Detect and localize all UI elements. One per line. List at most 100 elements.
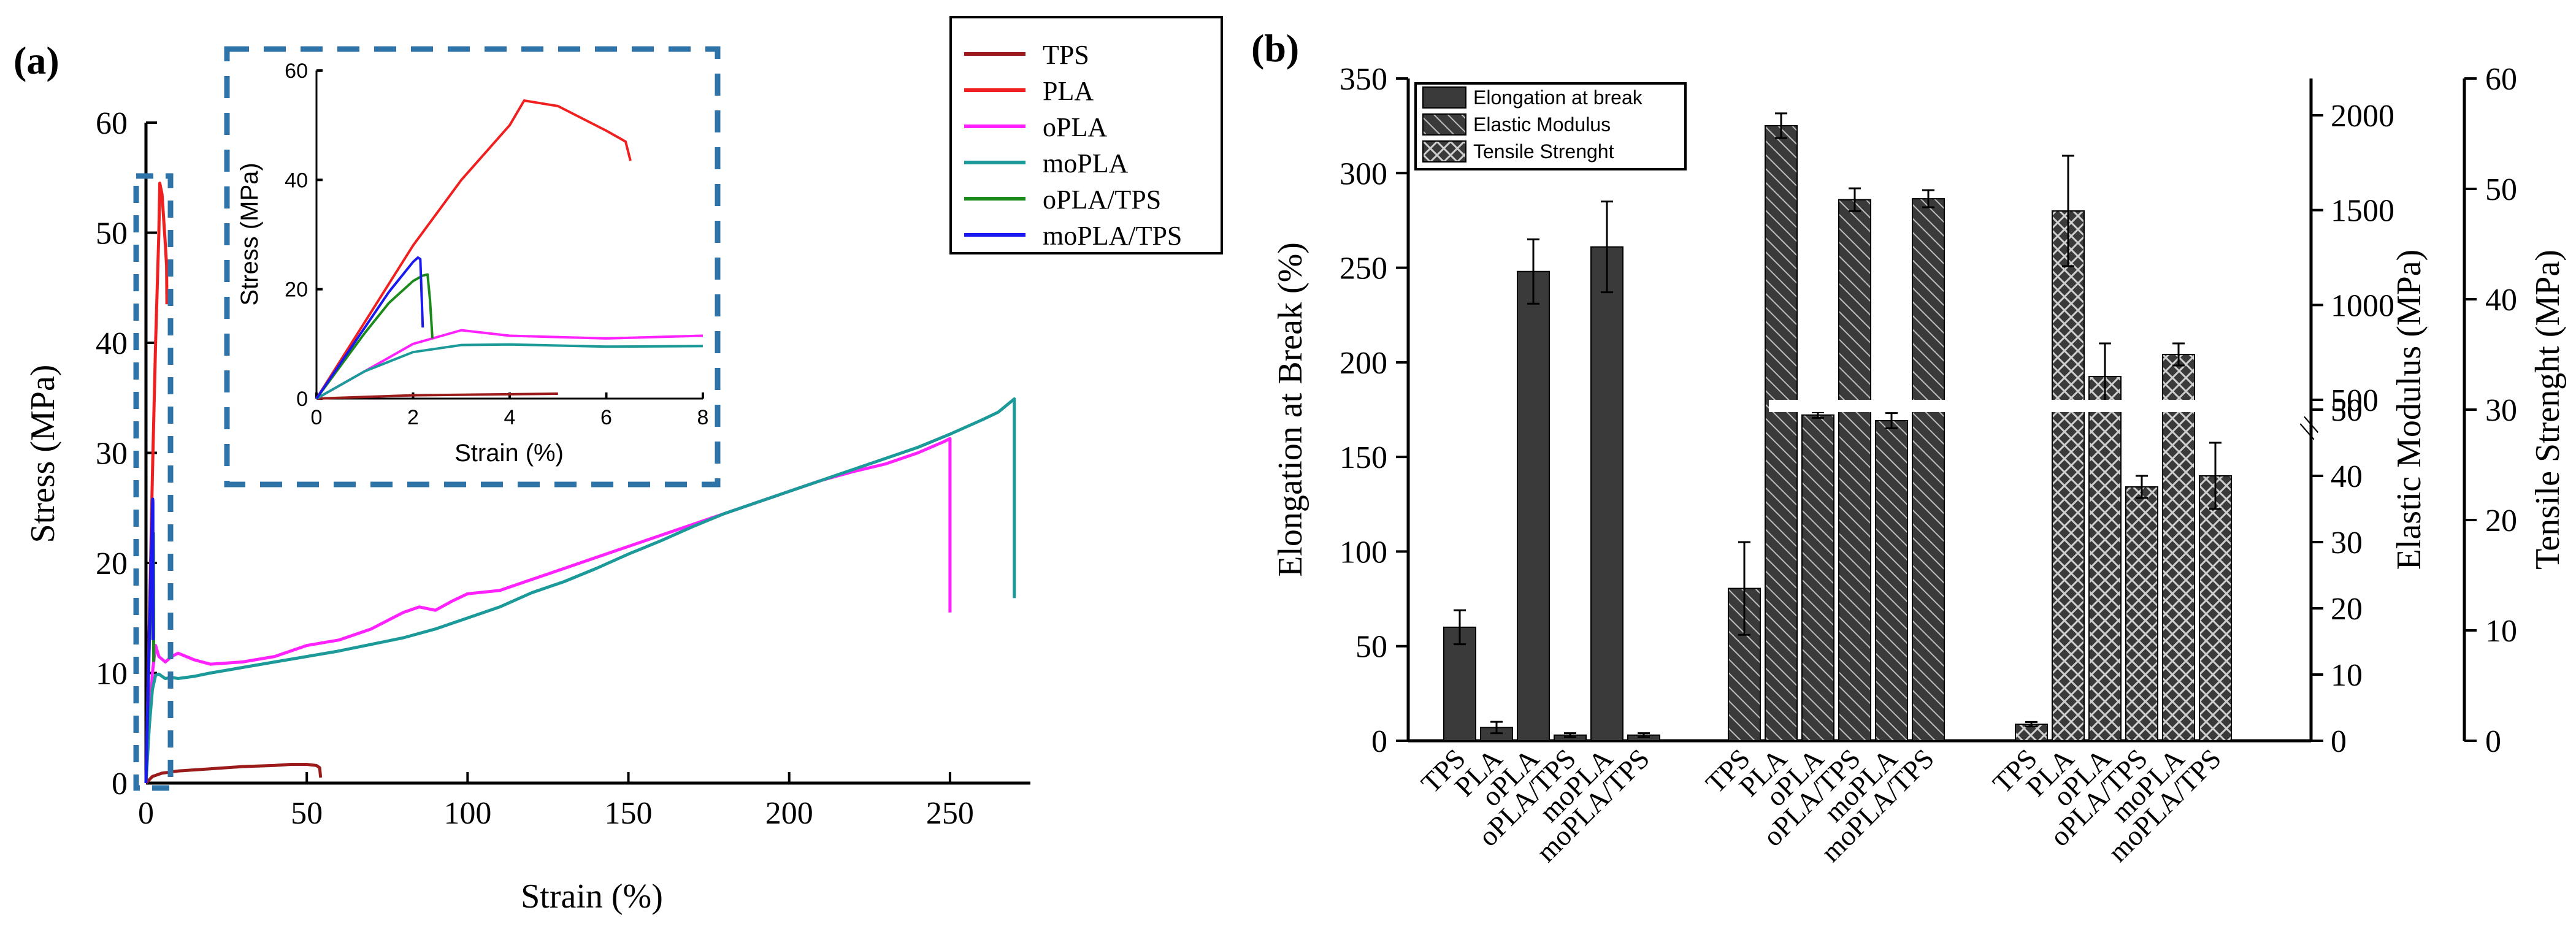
b-right-tick-label: 20 [2485,503,2517,538]
a-series-tps [145,763,323,784]
a-y-tick-label: 0 [112,767,128,801]
panel-b-bar-chart: 0501001502002503003500102030405050010001… [1271,62,2567,868]
a-legend-label-pla: PLA [1043,76,1094,106]
panel-b-label: (b) [1251,26,1299,70]
a-legend-label-tps: TPS [1043,40,1089,70]
b-bar-elastic-modulus-opla [1801,414,1834,741]
b-middle-tick-label: 40 [2331,459,2363,494]
a-inset-x-tick-label: 8 [697,406,709,429]
a-legend-label-mopla-tps: moPLA/TPS [1043,221,1182,251]
b-middle-tick-label: 500 [2331,383,2379,418]
b-left-tick-label: 200 [1340,346,1387,381]
b-bar-elongation-at-break-mopla [1590,246,1623,741]
a-inset-x-label: Strain (%) [454,440,564,467]
a-y-tick-label: 50 [96,216,128,251]
a-y-tick-label: 60 [96,106,128,141]
b-middle-tick-label: 1000 [2331,288,2394,323]
b-ticks: 0501001502002503003500102030405050010001… [1340,62,2517,759]
b-right-tick-label: 40 [2485,283,2517,318]
b-middle-tick-label: 20 [2331,592,2363,627]
b-bar-tensile-strenght-mopla [2162,354,2195,741]
b-legend-label-elastic-modulus: Elastic Modulus [1473,113,1611,136]
b-errorbar-elastic-modulus-tps [1738,541,1750,636]
b-errorbar-tensile-strenght-pla [2062,155,2074,267]
b-right-tick-label: 60 [2485,62,2517,97]
a-inset-x-tick-label: 2 [407,406,419,429]
b-right-axis-label: Tensile Strenght (MPa) [2529,250,2567,570]
a-inset-series-mopla [316,343,703,400]
a-x-tick-label: 200 [765,796,813,831]
panel-a-label: (a) [13,39,59,82]
a-series-mopla [144,397,1016,784]
b-left-tick-label: 100 [1340,535,1387,570]
b-bar-tensile-strenght-mopla-tps [2199,475,2232,741]
b-errorbar-elastic-modulus-pla [1775,112,1787,139]
b-bar-tensile-strenght-opla [2088,376,2122,741]
b-bar-tensile-strenght-opla-tps [2125,486,2158,741]
b-bar-elastic-modulus-mopla [1875,420,1908,741]
b-legend-swatch-tensile-strenght [1422,140,1466,163]
b-bar-elastic-modulus-opla-tps [1838,199,1871,741]
a-x-tick-label: 150 [605,796,653,831]
a-inset-y-tick-label: 0 [296,388,308,411]
a-zoom-box [133,173,174,791]
b-errorbar-elastic-modulus-mopla-tps [1922,189,1934,208]
a-inset-series-opla-tps [315,273,434,400]
a-legend-items: TPS PLA oPLA moPLA oPLA/TPS moPLA/TPS [964,40,1182,251]
a-y-tick-label: 20 [96,546,128,581]
b-bar-elongation-at-break-opla [1517,270,1550,741]
b-middle-tick-label: 1500 [2331,194,2394,229]
a-x-axis-label: Strain (%) [521,878,663,916]
b-middle-tick-label: 30 [2331,526,2363,560]
b-errorbar-elongation-at-break-opla [1527,238,1539,305]
b-middle-tick-label: 10 [2331,658,2363,693]
b-legend-swatch-elastic-modulus [1422,113,1466,136]
a-x-tick-label: 250 [926,796,974,831]
a-y-tick-label: 10 [96,657,128,692]
a-x-tick-label: 100 [443,796,491,831]
b-bar-tensile-strenght-pla [2052,210,2085,741]
b-axis-break-mark: // [2291,413,2328,443]
b-errorbar-tensile-strenght-opla-tps [2136,475,2148,499]
a-y-axis-label: Stress (MPa) [24,365,62,543]
b-errorbar-elongation-at-break-opla-tps [1564,732,1576,738]
a-inset-x-tick-label: 0 [311,406,323,429]
a-inset-series-mopla-tps [315,256,424,400]
a-inset-x-tick-label: 4 [504,406,516,429]
b-right-tick-label: 50 [2485,172,2517,207]
a-inset-y-label: Stress (MPa) [236,163,263,305]
b-right-tick-label: 10 [2485,614,2517,649]
a-inset-series-group [315,99,703,400]
a-y-tick-label: 30 [96,437,128,472]
a-inset-series-pla [315,99,632,400]
a-y-tick-label: 40 [96,326,128,361]
b-axis-break-band [1769,400,2284,412]
a-x-tick-label: 0 [138,796,154,831]
b-middle-tick-label: 2000 [2331,99,2394,134]
a-inset-ticks: 0 2 4 6 8 0 20 40 60 [285,59,708,429]
b-right-tick-label: 30 [2485,393,2517,428]
b-bars-group [1443,112,2232,742]
a-inset-y-tick-label: 20 [285,278,308,302]
b-right-tick-label: 0 [2485,724,2501,759]
b-errorbar-elastic-modulus-opla [1812,411,1824,419]
b-errorbar-tensile-strenght-tps [2025,721,2037,728]
b-middle-tick-label: 50 [2331,393,2363,428]
b-left-tick-label: 150 [1340,440,1387,475]
b-left-axis-label: Elongation at Break (%) [1271,242,1309,577]
a-legend-label-opla-tps: oPLA/TPS [1043,185,1161,215]
a-legend-label-mopla: moPLA [1043,148,1129,178]
b-legend-label-elongation-at-break: Elongation at break [1473,86,1643,109]
a-x-ticks: 0 50 100 150 200 250 [138,772,974,831]
a-series-opla [144,437,952,784]
b-left-tick-label: 350 [1340,62,1387,97]
b-left-tick-label: 250 [1340,251,1387,286]
b-middle-axis-label: Elastic Modulus (MPa) [2390,250,2428,570]
a-legend [949,16,1223,254]
a-inset-y-tick-label: 60 [285,59,308,83]
a-series-mopla-tps [144,497,155,784]
a-inset-x-tick-label: 6 [600,406,612,429]
